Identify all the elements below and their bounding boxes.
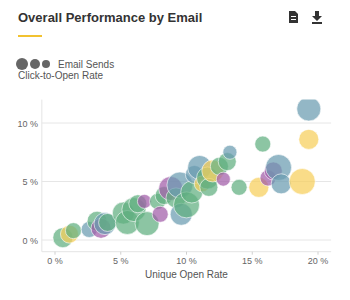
title-accent [18, 35, 42, 37]
x-tick [55, 252, 56, 255]
bubble[interactable] [216, 172, 230, 186]
y-tick-label: 0 % [22, 236, 38, 246]
grid-line [42, 240, 331, 241]
bubble[interactable] [223, 145, 237, 159]
bubble[interactable] [65, 223, 81, 239]
bubble[interactable] [299, 129, 319, 149]
x-tick [186, 252, 187, 255]
x-axis-label: Unique Open Rate [145, 269, 228, 280]
x-tick [318, 252, 319, 255]
chart: Overall Performance by Email Email SendsC… [0, 0, 350, 300]
x-tick-label: 15 % [242, 256, 263, 266]
legend-label: Email Sends [58, 59, 114, 70]
bubble[interactable] [271, 174, 291, 194]
bubble[interactable] [255, 136, 271, 152]
bubble[interactable] [231, 179, 247, 195]
grid-line [42, 123, 331, 124]
x-tick-label: 10 % [176, 256, 197, 266]
y-tick-label: 10 % [17, 119, 38, 129]
download-icon[interactable] [312, 11, 322, 24]
document-icon-line [291, 19, 296, 20]
document-icon[interactable] [289, 11, 298, 23]
y-axis-line [41, 100, 42, 252]
bubble[interactable] [297, 100, 321, 121]
y-tick-label: 5 % [22, 177, 38, 187]
x-tick [120, 252, 121, 255]
size-legend-circle [30, 59, 40, 69]
x-tick [252, 252, 253, 255]
export-icons[interactable] [289, 11, 322, 24]
bubbles [53, 100, 321, 248]
x-tick-label: 0 % [47, 256, 63, 266]
bubble[interactable] [152, 206, 168, 222]
size-legend-circle [42, 60, 50, 68]
x-tick-label: 20 % [308, 256, 329, 266]
x-tick-label: 5 % [113, 256, 129, 266]
size-legend-circle [16, 58, 28, 70]
y-axis-label: Click-to-Open Rate [18, 70, 103, 81]
bubble[interactable] [289, 169, 315, 195]
document-icon-line [291, 16, 296, 17]
title: Overall Performance by Email [18, 10, 202, 25]
